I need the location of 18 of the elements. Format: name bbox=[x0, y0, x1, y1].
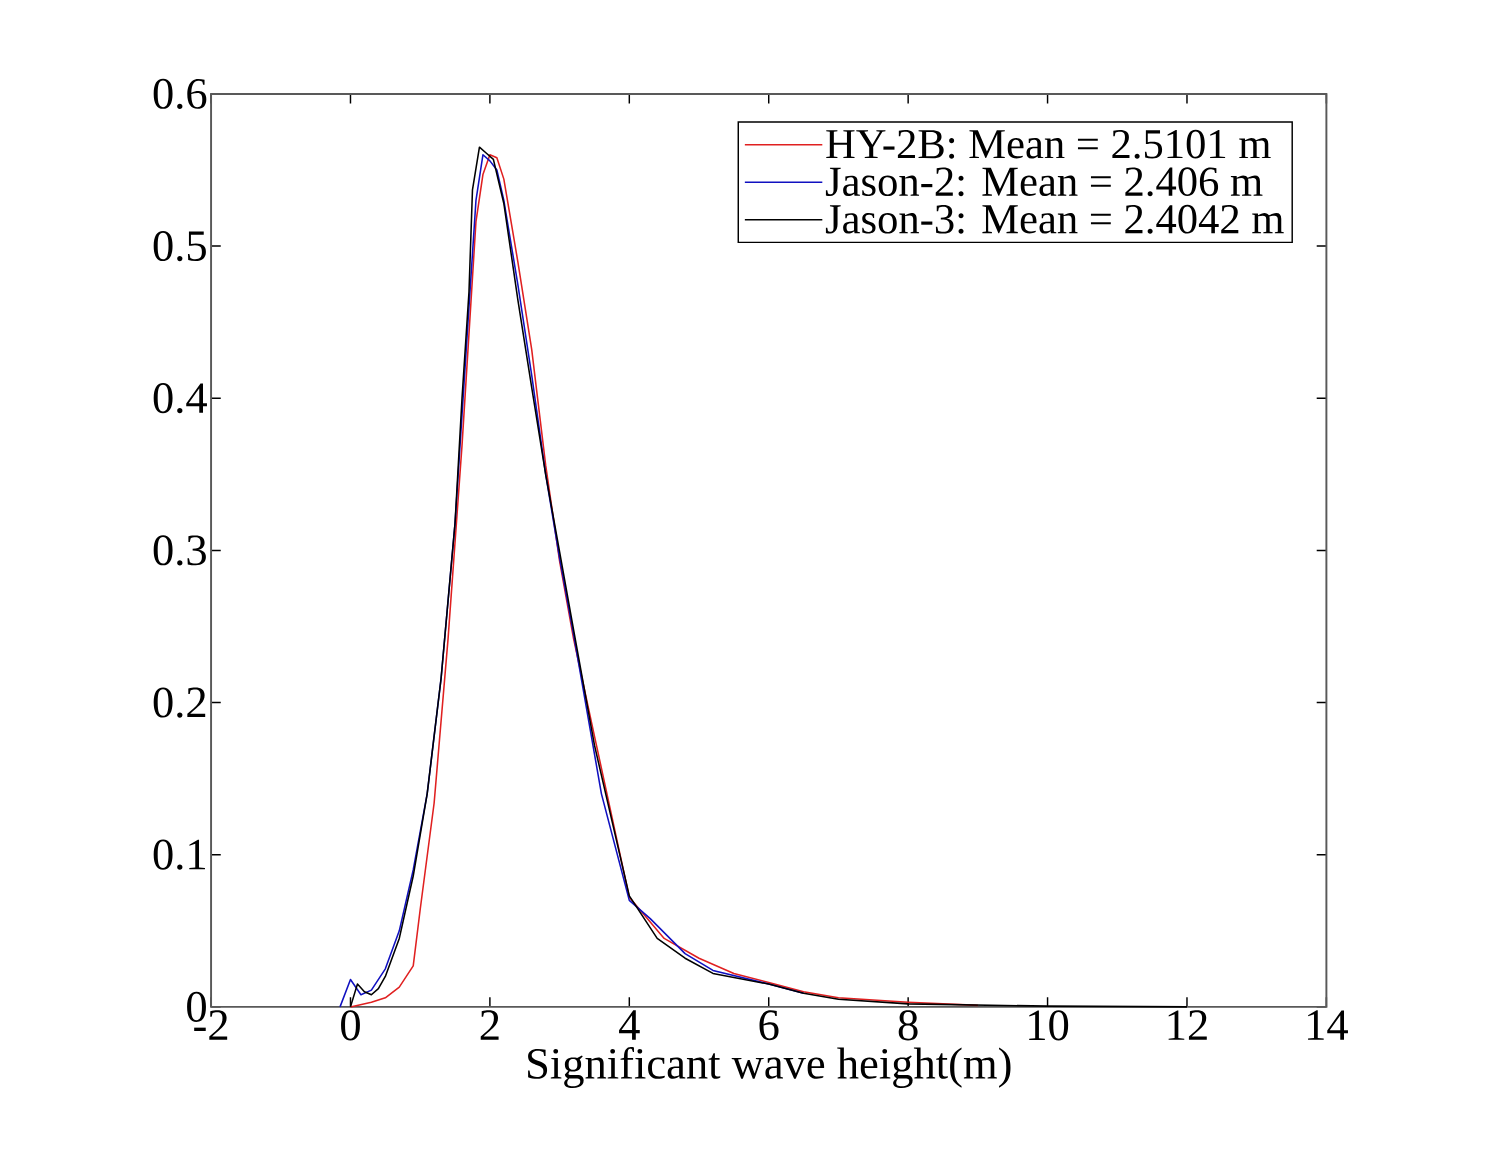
legend-label: Jason-2: Mean = 2.406 m bbox=[825, 167, 1263, 196]
y-tick-label: 0.1 bbox=[153, 839, 205, 870]
x-tick-label: 4 bbox=[619, 1010, 640, 1040]
y-tick-label: 0.3 bbox=[153, 535, 206, 566]
x-axis-title: Significant wave height(m) bbox=[528, 1046, 1011, 1088]
y-tick-label: 0.6 bbox=[153, 78, 207, 109]
x-tick-label: 10 bbox=[1029, 1010, 1069, 1041]
y-tick-label: 0.4 bbox=[153, 382, 207, 414]
x-tick-label: 12 bbox=[1168, 1010, 1207, 1040]
y-tick-label: 0.5 bbox=[153, 230, 206, 261]
x-tick-label: 14 bbox=[1308, 1010, 1348, 1040]
x-tick-label: 6 bbox=[759, 1010, 779, 1041]
x-tick-label: 0 bbox=[341, 1010, 360, 1041]
x-tick-label: 2 bbox=[480, 1010, 499, 1040]
x-tick-label: 8 bbox=[898, 1010, 918, 1041]
legend-label: Jason-3: Mean = 2.4042 m bbox=[825, 204, 1284, 234]
legend-label: HY-2B: Mean = 2.5101 m bbox=[826, 129, 1271, 159]
y-tick-label: 0.2 bbox=[153, 687, 206, 718]
